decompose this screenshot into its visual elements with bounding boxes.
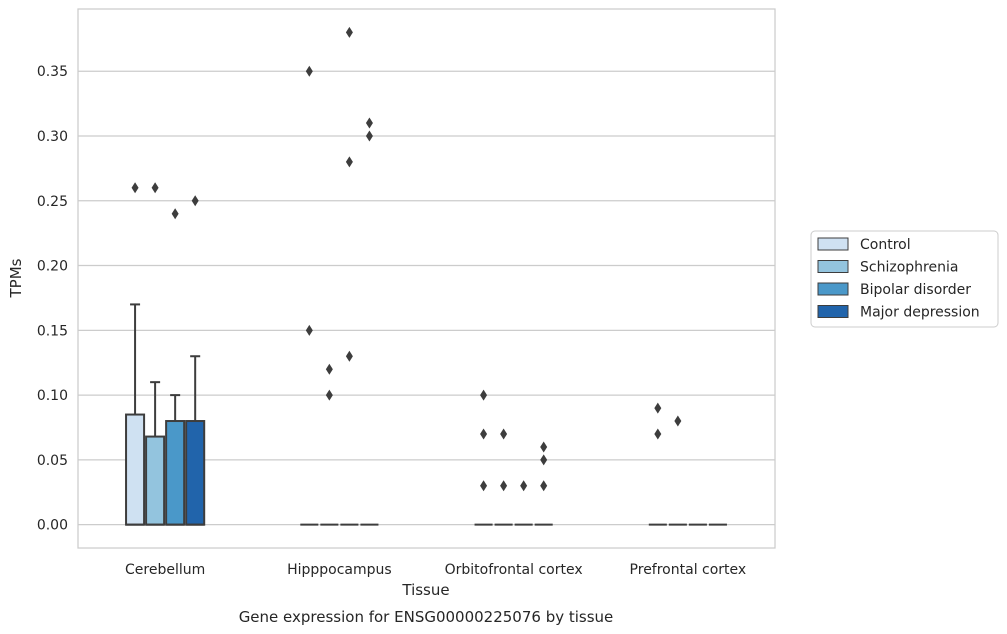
box-control [125, 303, 146, 526]
outlier-point [654, 428, 662, 440]
x-tick-label: Orbitofrontal cortex [445, 562, 583, 578]
outlier-point [480, 480, 488, 492]
x-axis-label: Tissue [401, 581, 449, 599]
outlier-point [480, 428, 488, 440]
outlier-point [520, 480, 528, 492]
legend-swatch [817, 237, 849, 251]
outlier-point [480, 389, 488, 401]
outlier-point [365, 117, 373, 129]
legend-swatch [817, 305, 849, 318]
chart-caption: Gene expression for ENSG00000225076 by t… [239, 608, 614, 626]
y-tick-label: 0.15 [37, 323, 68, 339]
box-bipolar-disorder [165, 394, 186, 526]
outlier-point [325, 389, 333, 401]
legend-label: Schizophrenia [860, 260, 958, 276]
outlier-point [345, 156, 353, 168]
box-plots [125, 303, 727, 526]
outlier-points [131, 26, 682, 492]
y-tick-label: 0.25 [37, 194, 68, 210]
outlier-point [345, 350, 353, 362]
legend-swatch [817, 282, 849, 296]
box-body [145, 435, 166, 526]
legend: Control Schizophrenia Bipolar disorder Majo… [810, 230, 999, 328]
box-body [165, 420, 186, 526]
outlier-point [131, 182, 139, 194]
outlier-point [365, 130, 373, 142]
y-tick-label: 0.10 [37, 388, 68, 404]
outlier-point [500, 480, 508, 492]
y-tick-label: 0.00 [37, 518, 68, 534]
plot-frame [77, 8, 776, 549]
outlier-point [191, 195, 199, 207]
outlier-point [500, 428, 508, 440]
outlier-point [305, 65, 313, 77]
box-major-depression [185, 355, 206, 526]
legend-label: Control [860, 237, 911, 253]
legend-label: Major depression [860, 305, 980, 321]
box-body [125, 413, 146, 526]
legend-frame [810, 230, 999, 328]
y-tick-label: 0.35 [37, 64, 68, 80]
y-tick-label: 0.20 [37, 259, 68, 275]
y-tick-label: 0.05 [37, 453, 68, 469]
y-axis-label: TPMs [7, 258, 25, 298]
outlier-point [171, 208, 179, 220]
legend-swatch [817, 260, 849, 273]
box-schizophrenia [145, 381, 166, 526]
outlier-point [540, 441, 548, 453]
outlier-point [345, 26, 353, 38]
x-tick-label: Cerebellum [125, 562, 205, 578]
outlier-point [674, 415, 682, 427]
outlier-point [540, 480, 548, 492]
legend-label: Bipolar disorder [860, 282, 971, 298]
box-body [185, 420, 206, 526]
y-tick-labels: 0.00 0.05 0.10 0.15 0.20 0.25 0.30 0.35 [37, 64, 68, 533]
x-tick-label: Prefrontal cortex [630, 562, 747, 578]
x-tick-label: Hipppocampus [287, 562, 392, 578]
outlier-point [325, 363, 333, 375]
outlier-point [305, 324, 313, 336]
outlier-point [540, 454, 548, 466]
y-tick-label: 0.30 [37, 129, 68, 145]
outlier-point [151, 182, 159, 194]
outlier-point [654, 402, 662, 414]
x-tick-labels: Cerebellum Hipppocampus Orbitofrontal cort… [125, 562, 746, 578]
